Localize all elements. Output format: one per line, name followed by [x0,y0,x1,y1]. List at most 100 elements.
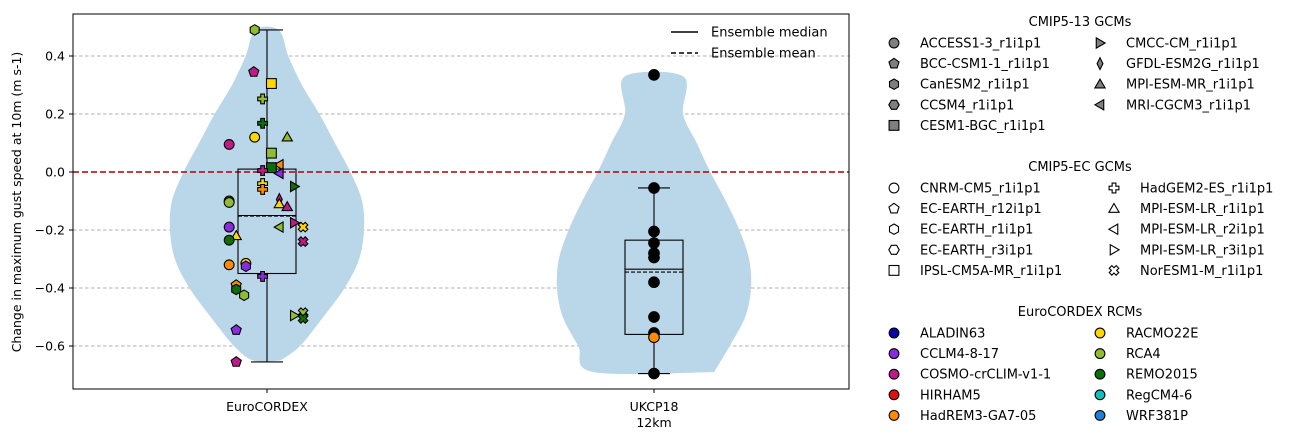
data-point [289,309,301,322]
legend-item-label: ALADIN63 [920,327,985,342]
data-point [648,276,660,289]
legend-marker [1108,264,1120,276]
data-point [231,283,242,296]
legend-item-label: GFDL-ESM2G_r1i1p1 [1126,57,1260,72]
legend-title: CMIP5-13 GCMs [1029,15,1132,30]
legend-item-label: CESM1-BGC_r1i1p1 [920,119,1046,134]
legend-marker [1109,243,1121,256]
y-axis-label: Change in maximum gust speed at 10m (m s… [9,52,24,353]
data-point [297,312,309,325]
legend-item-label: CCSM4_r1i1p1 [920,98,1014,113]
inner-legend: Ensemble median Ensemble mean [671,26,828,62]
legend-marker [1093,98,1105,111]
data-point [281,131,294,142]
legend-item-label: RACMO22E [1126,327,1198,342]
legend-item-label: CMCC-CM_r1i1p1 [1126,37,1238,52]
legend-item-label: RegCM4-6 [1126,388,1192,403]
legend-marker [1093,78,1107,89]
legend-marker [888,37,900,49]
legend-marker [1107,223,1119,236]
data-point [281,200,294,212]
legend-item-label: RCA4 [1126,347,1161,362]
data-point [230,324,242,335]
data-point [297,221,309,233]
legend-item-label: MPI-ESM-MR_r1i1p1 [1126,78,1255,93]
side-legends: CMIP5-13 GCMs ACCESS1-3_r1i1p1 BCC-CSM1-1_… [888,15,1273,424]
data-point [223,197,235,208]
legend-marker [888,99,900,110]
data-point [223,139,235,150]
legend-marker [888,182,900,194]
data-point [648,182,660,194]
legend-marker [888,57,900,69]
legend-item-label: NorESM1-M_r1i1p1 [1140,264,1263,279]
data-point [257,165,269,176]
legend-item-label: REMO2015 [1126,368,1198,383]
legend-title: EuroCORDEX RCMs [1018,305,1143,320]
legend-item-label: IPSL-CM5A-MR_r1i1p1 [920,264,1062,279]
legend-marker [1108,182,1120,194]
legend-item-label: MPI-ESM-LR_r1i1p1 [1140,202,1265,217]
data-point [648,331,660,344]
plot-frame [72,13,850,390]
y-tick-label: −0.6 [35,339,65,354]
legend-marker [1094,389,1106,401]
data-point [223,259,235,271]
data-point [257,183,269,195]
legend-item-label: EC-EARTH_r12i1p1 [920,202,1042,217]
legend-item-label: HadREM3-GA7-05 [920,409,1036,424]
legend-marker [1095,36,1107,50]
data-point [273,197,286,209]
legend-cmip5-ec-gcms: CMIP5-EC GCMs CNRM-CM5_r1i1p1 EC-EARTH_r12… [888,160,1273,279]
legend-eurocordex-rcms: EuroCORDEX RCMs ALADIN63 CCLM4-8-17 COSMO-c… [888,305,1198,424]
y-tick-label: 0.4 [45,49,65,64]
legend-marker [888,202,900,214]
data-point [257,270,269,282]
legend-marker [888,327,900,339]
data-point [248,65,260,77]
legend-item-label: MRI-CGCM3_r1i1p1 [1126,98,1251,113]
data-point [265,162,277,174]
data-point [239,289,250,302]
data-point [289,216,301,229]
legend-marker [888,78,900,91]
legend-item-label: ACCESS1-3_r1i1p1 [920,37,1041,52]
legend-item-label: MPI-ESM-LR_r3i1p1 [1140,243,1265,258]
legend-item-label: CNRM-CM5_r1i1p1 [920,182,1041,197]
data-points [223,24,660,380]
legend-item-label: COSMO-crCLIM-v1-1 [920,368,1051,383]
y-tick-label: 0.2 [45,107,65,122]
legend-item-label: EC-EARTH_r1i1p1 [920,223,1033,238]
x-tick-label: EuroCORDEX [226,399,308,414]
legend-item-label: HadGEM2-ES_r1i1p1 [1140,182,1273,197]
legend-marker [888,223,900,236]
data-point [265,147,277,159]
data-point [249,131,261,143]
data-point [265,78,277,90]
legend-marker [888,409,900,421]
data-point [223,234,235,246]
legend-item-label: CCLM4-8-17 [920,347,999,362]
data-point [257,93,269,105]
data-point [648,237,660,249]
legend-item-label: CanESM2_r1i1p1 [920,78,1030,93]
legend-marker [1107,202,1121,213]
data-point [223,221,235,233]
data-point [297,236,309,248]
data-point [273,158,284,171]
legend-marker [888,119,900,131]
y-tick-label: −0.4 [35,281,65,296]
data-point [648,68,660,81]
data-point [648,367,660,380]
legend-item-label: EC-EARTH_r3i1p1 [920,243,1033,258]
legend-cmip5-13-gcms: CMIP5-13 GCMs ACCESS1-3_r1i1p1 BCC-CSM1-1_… [888,15,1260,134]
data-point [273,167,284,180]
legend-item-label: BCC-CSM1-1_r1i1p1 [920,57,1050,72]
x-tick-label: 12km [636,415,671,430]
legend-marker [1094,368,1106,380]
legend-marker [888,244,900,255]
violins [169,26,752,375]
legend-marker [888,368,900,380]
